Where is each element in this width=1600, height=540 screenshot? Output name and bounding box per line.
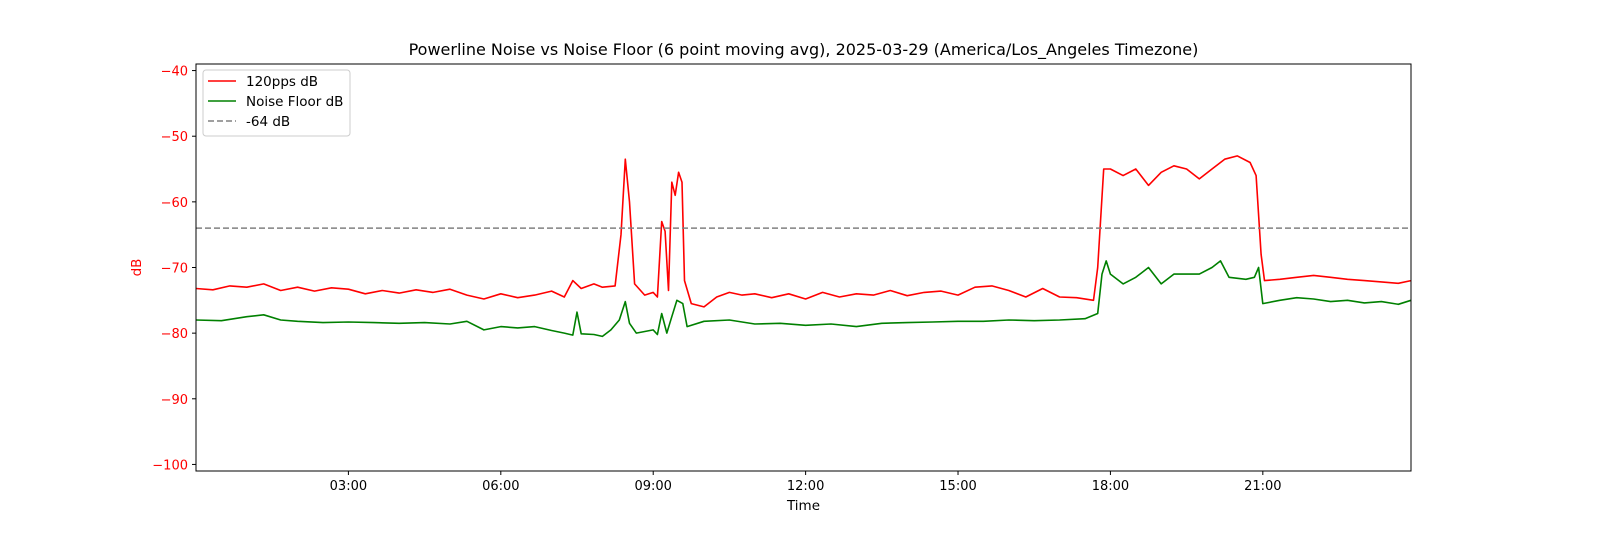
y-tick-label: −50 bbox=[161, 130, 188, 145]
x-tick-label: 03:00 bbox=[330, 479, 367, 494]
y-axis-label: dB bbox=[129, 259, 145, 277]
series-line-noise-floor-db bbox=[195, 260, 1412, 338]
legend: 120pps dB Noise Floor dB -64 dB bbox=[202, 69, 351, 137]
plot-lines bbox=[195, 155, 1412, 338]
y-axis: −40 −50 −60 −70 −80 −90 −100 bbox=[152, 65, 196, 473]
y-tick-label: −70 bbox=[161, 262, 188, 277]
x-tick-label: 15:00 bbox=[939, 479, 976, 494]
x-axis-label: Time bbox=[786, 498, 820, 514]
x-axis: 03:00 06:00 09:00 12:00 15:00 18:00 21:00 bbox=[330, 471, 1282, 494]
legend-label: 120pps dB bbox=[246, 74, 318, 90]
y-tick-label: −80 bbox=[161, 327, 188, 342]
x-tick-label: 09:00 bbox=[634, 479, 671, 494]
legend-label: -64 dB bbox=[246, 114, 290, 130]
chart-title: Powerline Noise vs Noise Floor (6 point … bbox=[409, 40, 1199, 60]
y-tick-label: −100 bbox=[152, 458, 188, 473]
x-tick-label: 21:00 bbox=[1244, 479, 1281, 494]
legend-box bbox=[202, 69, 351, 137]
x-tick-label: 12:00 bbox=[787, 479, 824, 494]
y-tick-label: −60 bbox=[161, 196, 188, 211]
x-tick-label: 06:00 bbox=[482, 479, 519, 494]
plot-frame bbox=[195, 63, 1412, 472]
legend-label: Noise Floor dB bbox=[246, 94, 343, 110]
y-tick-label: −40 bbox=[161, 65, 188, 80]
y-tick-label: −90 bbox=[161, 393, 188, 408]
series-line-120pps-db bbox=[195, 155, 1412, 308]
x-tick-label: 18:00 bbox=[1092, 479, 1129, 494]
